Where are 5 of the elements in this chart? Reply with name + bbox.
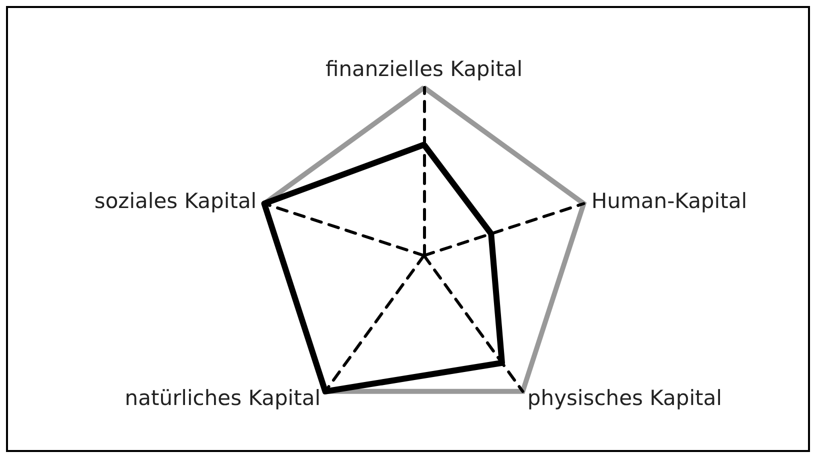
spoke-label: physisches Kapital <box>527 386 722 410</box>
spoke-label: finanzielles Kapital <box>325 57 523 82</box>
spoke-label: Human-Kapital <box>591 189 748 214</box>
spoke-label: soziales Kapital <box>94 189 257 214</box>
spoke-label: natürliches Kapital <box>124 386 321 410</box>
